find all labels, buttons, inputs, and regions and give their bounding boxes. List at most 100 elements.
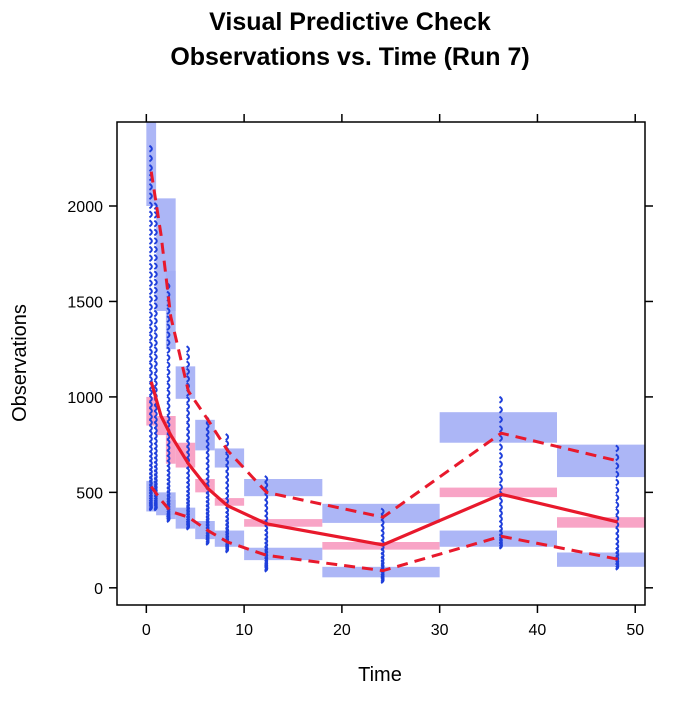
observation-point xyxy=(498,460,503,468)
observation-point xyxy=(153,245,158,254)
observation-point xyxy=(153,366,158,375)
observation-point xyxy=(148,394,153,403)
pi-band-p95-0 xyxy=(146,122,157,206)
y-tick-label-1000: 1000 xyxy=(67,390,103,407)
observation-point xyxy=(615,501,620,509)
observation-point xyxy=(148,183,153,191)
observation-point xyxy=(153,331,158,340)
observation-point xyxy=(148,154,153,163)
observation-point xyxy=(615,508,620,516)
observation-point xyxy=(225,452,230,461)
observation-point xyxy=(153,346,158,354)
observation-point xyxy=(225,529,230,538)
observation-point xyxy=(148,326,153,334)
observation-point xyxy=(166,408,171,417)
observation-cluster-9 xyxy=(615,444,620,571)
pi-band-p95-3 xyxy=(175,366,196,399)
observation-point xyxy=(148,287,153,296)
observation-point xyxy=(166,353,171,362)
observation-point xyxy=(498,536,503,545)
observation-point xyxy=(148,295,153,304)
observation-point xyxy=(186,421,190,430)
observation-point xyxy=(380,559,385,567)
observation-point xyxy=(148,262,153,271)
observation-point xyxy=(166,389,171,397)
observation-point xyxy=(264,493,269,501)
observation-point xyxy=(166,361,171,369)
observation-point xyxy=(166,331,171,339)
y-tick-label-500: 500 xyxy=(76,485,103,502)
observation-point xyxy=(153,353,158,361)
observation-point xyxy=(153,302,158,310)
observation-point xyxy=(153,309,158,318)
pi-band-median-9 xyxy=(557,517,645,528)
obs-median-line xyxy=(149,381,618,547)
pi-band-median-8 xyxy=(439,487,557,498)
observation-cluster-1 xyxy=(153,202,158,512)
observation-point xyxy=(148,362,153,370)
observation-point xyxy=(498,395,503,404)
observation-cluster-6 xyxy=(264,475,269,573)
x-tick-label-0: 0 xyxy=(142,622,151,639)
observation-point xyxy=(148,228,153,237)
observation-point xyxy=(615,526,620,535)
observation-point xyxy=(225,464,230,473)
pi-band-median-5 xyxy=(214,498,245,506)
observation-point xyxy=(498,415,503,424)
observation-point xyxy=(166,315,171,323)
observation-point xyxy=(166,323,171,331)
pi-band-p95-6 xyxy=(244,479,323,497)
x-tick-label-20: 20 xyxy=(333,622,351,639)
obs-p05-line xyxy=(150,485,618,573)
observation-point xyxy=(148,479,153,488)
observation-point xyxy=(498,483,503,492)
observation-point xyxy=(205,514,210,523)
observation-point xyxy=(153,373,158,381)
pi-band-p95-2 xyxy=(165,270,176,350)
observation-point xyxy=(148,219,153,228)
x-tick-label-30: 30 xyxy=(431,622,449,639)
observation-point xyxy=(186,375,190,383)
observation-point xyxy=(148,279,153,288)
observation-point xyxy=(186,428,190,436)
observation-point xyxy=(186,500,190,509)
observation-point xyxy=(380,562,385,571)
observation-point xyxy=(153,270,158,279)
observation-point xyxy=(186,352,190,361)
observation-point xyxy=(153,476,158,485)
observation-point xyxy=(498,509,503,518)
observation-point xyxy=(498,425,503,433)
observation-point xyxy=(153,219,158,228)
observation-point xyxy=(186,504,190,513)
observation-point xyxy=(498,405,503,414)
observation-point xyxy=(153,294,158,302)
observation-point xyxy=(153,324,158,333)
plot-frame xyxy=(116,121,646,606)
x-axis-label: Time xyxy=(358,664,402,686)
observation-point xyxy=(153,237,158,245)
observation-point xyxy=(166,493,171,502)
observation-point xyxy=(166,338,171,347)
plot-inner xyxy=(146,122,645,585)
observation-point xyxy=(186,415,190,424)
pi-band-p05-9 xyxy=(557,552,645,567)
observation-point xyxy=(225,526,230,535)
x-tick-label-40: 40 xyxy=(529,622,547,639)
pi-band-p05-6 xyxy=(244,547,323,561)
observation-point xyxy=(153,480,158,488)
observation-cluster-0 xyxy=(148,144,153,512)
pi-band-p05-2 xyxy=(165,500,176,520)
observation-point xyxy=(153,339,158,347)
observation-point xyxy=(148,144,153,153)
observation-point xyxy=(186,507,190,516)
observation-point xyxy=(148,311,153,319)
observation-point xyxy=(166,402,171,410)
observation-point xyxy=(205,521,210,529)
observation-point xyxy=(148,368,153,377)
observation-point xyxy=(615,453,620,462)
observation-point xyxy=(153,253,158,262)
observation-point xyxy=(166,382,171,390)
observation-point xyxy=(166,496,171,505)
